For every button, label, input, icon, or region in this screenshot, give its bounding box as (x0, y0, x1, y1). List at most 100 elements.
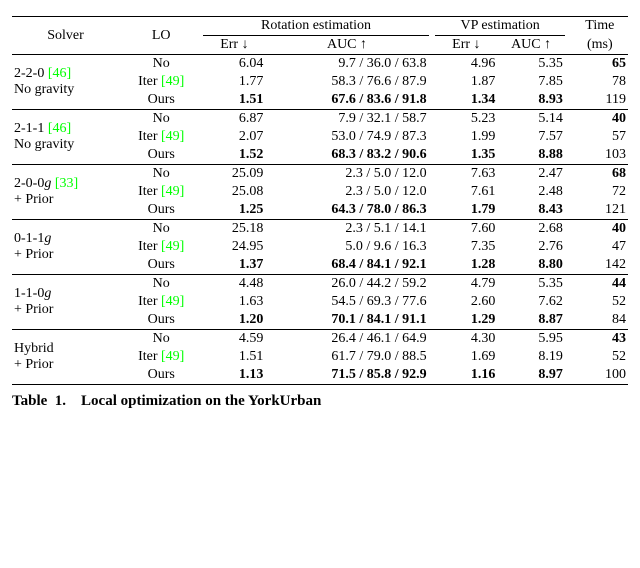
vp-auc-cell: 5.95 (497, 330, 565, 349)
lo-cell: No (119, 110, 203, 129)
rot-err-cell: 6.04 (203, 55, 265, 74)
hdr-rot-err: Err ↓ (203, 36, 265, 55)
vp-err-cell: 7.35 (435, 238, 497, 256)
rot-auc-cell: 54.5 / 69.3 / 77.6 (265, 293, 428, 311)
lo-cell: Iter [49] (119, 183, 203, 201)
vp-err-cell: 1.34 (435, 91, 497, 110)
time-cell: 84 (572, 311, 628, 330)
rot-err-cell: 1.63 (203, 293, 265, 311)
lo-cell: No (119, 330, 203, 349)
time-cell: 40 (572, 110, 628, 129)
vp-auc-cell: 2.47 (497, 165, 565, 184)
time-cell: 52 (572, 293, 628, 311)
lo-cell: Ours (119, 311, 203, 330)
vp-err-cell: 2.60 (435, 293, 497, 311)
rot-err-cell: 1.52 (203, 146, 265, 165)
vp-err-cell: 7.61 (435, 183, 497, 201)
solver-cell: 2-0-0g [33]+ Prior (12, 165, 119, 220)
vp-auc-cell: 8.80 (497, 256, 565, 275)
vp-err-cell: 5.23 (435, 110, 497, 129)
rot-err-cell: 1.51 (203, 348, 265, 366)
vp-err-cell: 7.63 (435, 165, 497, 184)
time-cell: 40 (572, 220, 628, 239)
lo-cell: No (119, 55, 203, 74)
lo-cell: Iter [49] (119, 128, 203, 146)
rot-auc-cell: 7.9 / 32.1 / 58.7 (265, 110, 428, 129)
rot-auc-cell: 71.5 / 85.8 / 92.9 (265, 366, 428, 385)
rot-auc-cell: 61.7 / 79.0 / 88.5 (265, 348, 428, 366)
rot-auc-cell: 68.4 / 84.1 / 92.1 (265, 256, 428, 275)
vp-auc-cell: 5.14 (497, 110, 565, 129)
time-cell: 100 (572, 366, 628, 385)
solver-cell: Hybrid+ Prior (12, 330, 119, 385)
time-cell: 142 (572, 256, 628, 275)
rot-auc-cell: 68.3 / 83.2 / 90.6 (265, 146, 428, 165)
lo-cell: No (119, 275, 203, 294)
solver-cell: 2-2-0 [46]No gravity (12, 55, 119, 110)
rot-err-cell: 25.09 (203, 165, 265, 184)
vp-auc-cell: 7.62 (497, 293, 565, 311)
table-caption: Table 1. Local optimization on the YorkU… (12, 393, 628, 410)
rot-err-cell: 25.08 (203, 183, 265, 201)
rot-err-cell: 1.51 (203, 91, 265, 110)
hdr-vp: VP estimation (435, 17, 565, 36)
time-cell: 52 (572, 348, 628, 366)
vp-auc-cell: 2.76 (497, 238, 565, 256)
rot-err-cell: 1.37 (203, 256, 265, 275)
rot-auc-cell: 2.3 / 5.0 / 12.0 (265, 183, 428, 201)
hdr-rotation: Rotation estimation (203, 17, 428, 36)
rot-err-cell: 1.20 (203, 311, 265, 330)
vp-err-cell: 1.79 (435, 201, 497, 220)
rot-err-cell: 4.59 (203, 330, 265, 349)
lo-cell: Iter [49] (119, 348, 203, 366)
lo-cell: Iter [49] (119, 73, 203, 91)
hdr-time-unit: (ms) (572, 36, 628, 55)
vp-err-cell: 4.79 (435, 275, 497, 294)
hdr-time: Time (572, 17, 628, 36)
vp-err-cell: 1.16 (435, 366, 497, 385)
vp-err-cell: 4.30 (435, 330, 497, 349)
rot-auc-cell: 70.1 / 84.1 / 91.1 (265, 311, 428, 330)
rot-auc-cell: 26.4 / 46.1 / 64.9 (265, 330, 428, 349)
table-header: Solver LO Rotation estimation VP estimat… (12, 17, 628, 55)
vp-auc-cell: 2.68 (497, 220, 565, 239)
time-cell: 72 (572, 183, 628, 201)
rot-err-cell: 25.18 (203, 220, 265, 239)
time-cell: 44 (572, 275, 628, 294)
rot-auc-cell: 53.0 / 74.9 / 87.3 (265, 128, 428, 146)
time-cell: 119 (572, 91, 628, 110)
solver-cell: 0-1-1g+ Prior (12, 220, 119, 275)
time-cell: 57 (572, 128, 628, 146)
vp-auc-cell: 8.19 (497, 348, 565, 366)
lo-cell: Ours (119, 146, 203, 165)
vp-auc-cell: 5.35 (497, 55, 565, 74)
time-cell: 68 (572, 165, 628, 184)
hdr-vp-err: Err ↓ (435, 36, 497, 55)
vp-auc-cell: 8.43 (497, 201, 565, 220)
vp-auc-cell: 8.87 (497, 311, 565, 330)
time-cell: 47 (572, 238, 628, 256)
vp-auc-cell: 8.88 (497, 146, 565, 165)
lo-cell: Ours (119, 201, 203, 220)
rot-err-cell: 1.13 (203, 366, 265, 385)
lo-cell: Ours (119, 256, 203, 275)
rot-auc-cell: 58.3 / 76.6 / 87.9 (265, 73, 428, 91)
rot-err-cell: 6.87 (203, 110, 265, 129)
hdr-rot-auc: AUC ↑ (265, 36, 428, 55)
lo-cell: Ours (119, 91, 203, 110)
rot-auc-cell: 26.0 / 44.2 / 59.2 (265, 275, 428, 294)
rot-err-cell: 4.48 (203, 275, 265, 294)
rot-err-cell: 24.95 (203, 238, 265, 256)
table-body: 2-2-0 [46]No gravityNo6.049.7 / 36.0 / 6… (12, 55, 628, 385)
rot-auc-cell: 9.7 / 36.0 / 63.8 (265, 55, 428, 74)
solver-cell: 1-1-0g+ Prior (12, 275, 119, 330)
rot-auc-cell: 64.3 / 78.0 / 86.3 (265, 201, 428, 220)
vp-auc-cell: 5.35 (497, 275, 565, 294)
lo-cell: No (119, 165, 203, 184)
vp-err-cell: 1.99 (435, 128, 497, 146)
vp-err-cell: 7.60 (435, 220, 497, 239)
vp-err-cell: 1.28 (435, 256, 497, 275)
lo-cell: Iter [49] (119, 293, 203, 311)
time-cell: 103 (572, 146, 628, 165)
vp-auc-cell: 8.97 (497, 366, 565, 385)
